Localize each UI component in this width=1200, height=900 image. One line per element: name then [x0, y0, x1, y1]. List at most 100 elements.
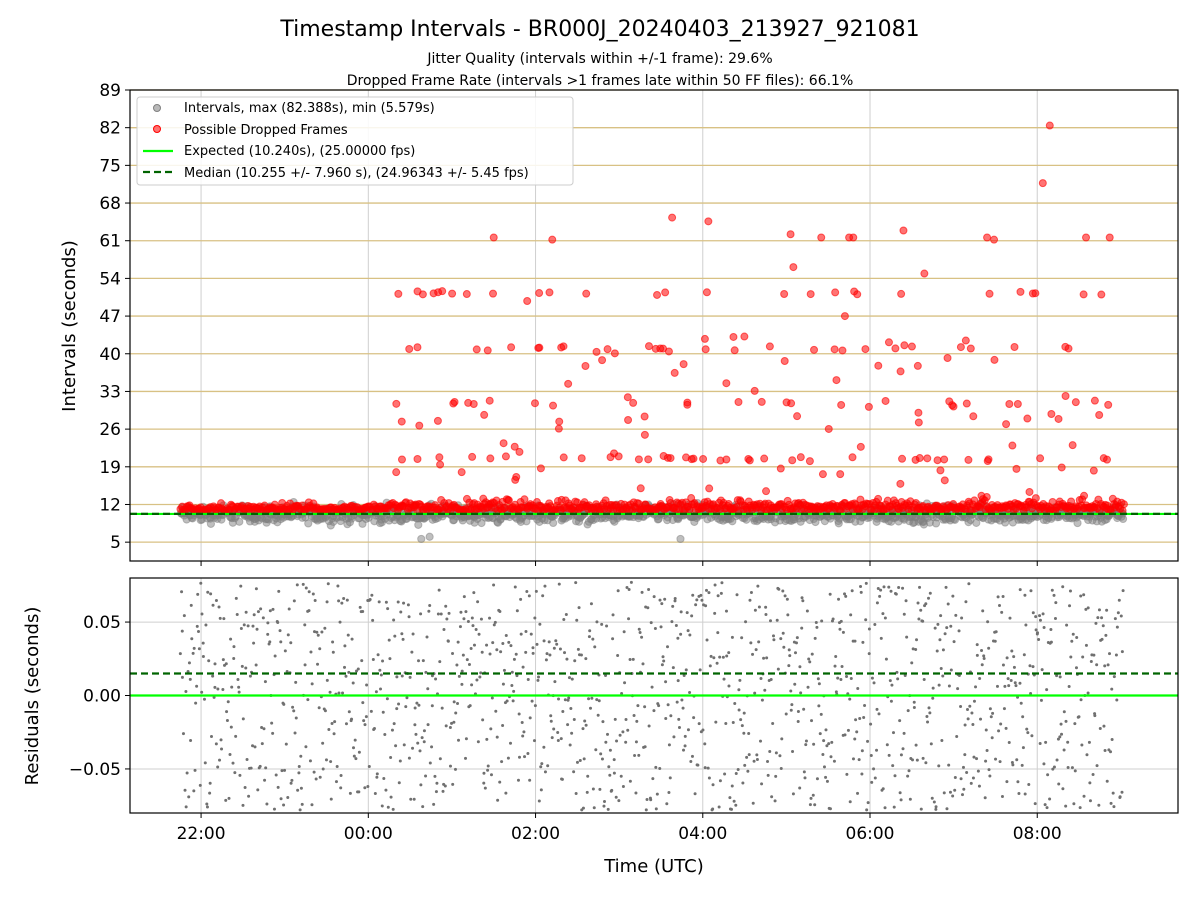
residual-point — [453, 767, 457, 771]
residual-point — [360, 659, 364, 663]
residual-point — [290, 778, 294, 782]
residual-point — [688, 691, 692, 695]
residual-point — [1044, 740, 1048, 744]
dropped-frame-point — [548, 235, 557, 244]
residual-point — [478, 675, 482, 679]
residual-point — [988, 774, 992, 778]
residual-point — [444, 604, 448, 608]
residual-point — [456, 702, 460, 706]
residual-point — [626, 728, 630, 732]
residual-point — [911, 647, 915, 651]
residual-point — [214, 598, 218, 602]
residual-point — [389, 756, 393, 760]
residual-point — [616, 589, 620, 593]
dropped-frame-point — [634, 455, 643, 464]
legend-median: Median (10.255 +/- 7.960 s), (24.96343 +… — [184, 166, 529, 181]
residual-point — [406, 603, 410, 607]
residual-point — [358, 605, 362, 609]
residual-point — [404, 705, 408, 709]
residual-point — [333, 720, 337, 724]
residual-point — [1014, 684, 1018, 688]
residual-point — [324, 758, 328, 762]
residual-point — [425, 635, 429, 639]
residual-point — [891, 731, 895, 735]
dropped-frame-point — [940, 476, 949, 485]
dropped-frame-point — [780, 356, 789, 365]
residual-point — [714, 720, 718, 724]
residual-point — [843, 733, 847, 737]
residual-point — [548, 653, 552, 657]
residual-point — [422, 729, 426, 733]
residual-point — [465, 658, 469, 662]
residual-point — [612, 758, 616, 762]
residual-point — [1038, 741, 1042, 745]
intervals-y-tick-label: 12 — [99, 495, 121, 515]
residual-point — [836, 676, 840, 680]
dropped-frame-point — [1090, 396, 1099, 405]
residual-point — [421, 659, 425, 663]
residual-point — [582, 757, 586, 761]
residual-point — [411, 746, 415, 750]
dropped-frame-point — [1031, 494, 1040, 503]
dropped-frame-point — [861, 345, 870, 354]
residual-point — [1066, 765, 1070, 769]
residual-point — [798, 786, 802, 790]
dropped-frame-point — [734, 397, 743, 406]
residual-point — [564, 613, 568, 617]
residual-point — [851, 757, 855, 761]
residual-point — [883, 616, 887, 620]
dropped-frame-point — [914, 418, 923, 427]
residual-point — [1000, 794, 1004, 798]
residual-point — [908, 797, 912, 801]
residual-point — [538, 622, 542, 626]
residual-point — [199, 581, 203, 585]
residuals-y-ticks: −0.05 0.00 0.05 — [69, 613, 130, 780]
residual-point — [914, 743, 918, 747]
residual-point — [752, 759, 756, 763]
dropped-frame-point — [832, 376, 841, 385]
dropped-frame-point — [489, 289, 498, 298]
dropped-frame-point — [1082, 233, 1091, 242]
residual-point — [527, 594, 531, 598]
residual-point — [825, 779, 829, 783]
residual-point — [638, 630, 642, 634]
residual-point — [809, 796, 813, 800]
x-tick-label: 06:00 — [846, 824, 895, 844]
residual-point — [470, 616, 474, 620]
dropped-frame-point — [413, 455, 422, 464]
residual-point — [612, 771, 616, 775]
residual-point — [381, 659, 385, 663]
residual-point — [832, 759, 836, 763]
residual-point — [1073, 769, 1077, 773]
residual-point — [386, 805, 390, 809]
residual-point — [264, 766, 268, 770]
dropped-frame-point — [1068, 441, 1077, 450]
residual-point — [957, 674, 961, 678]
dropped-frame-point — [757, 397, 766, 406]
residual-point — [686, 728, 690, 732]
residual-point — [539, 788, 543, 792]
dropped-frame-point — [874, 494, 883, 503]
residual-point — [910, 758, 914, 762]
residual-point — [347, 710, 351, 714]
residual-point — [220, 747, 224, 751]
residual-point — [368, 597, 372, 601]
residual-point — [392, 722, 396, 726]
residual-point — [420, 736, 424, 740]
residual-point — [929, 742, 933, 746]
residual-point — [779, 637, 783, 641]
residual-point — [672, 735, 676, 739]
residual-point — [587, 697, 591, 701]
dropped-frame-point — [534, 343, 543, 352]
residual-point — [376, 653, 380, 657]
residual-point — [450, 721, 454, 725]
residual-point — [883, 806, 887, 810]
residual-point — [719, 591, 723, 595]
dropped-frame-point — [485, 396, 494, 405]
residual-point — [1080, 743, 1084, 747]
residual-point — [396, 600, 400, 604]
residual-point — [549, 714, 553, 718]
residual-point — [778, 754, 782, 758]
dropped-frame-point — [969, 412, 978, 421]
residual-point — [606, 807, 610, 811]
